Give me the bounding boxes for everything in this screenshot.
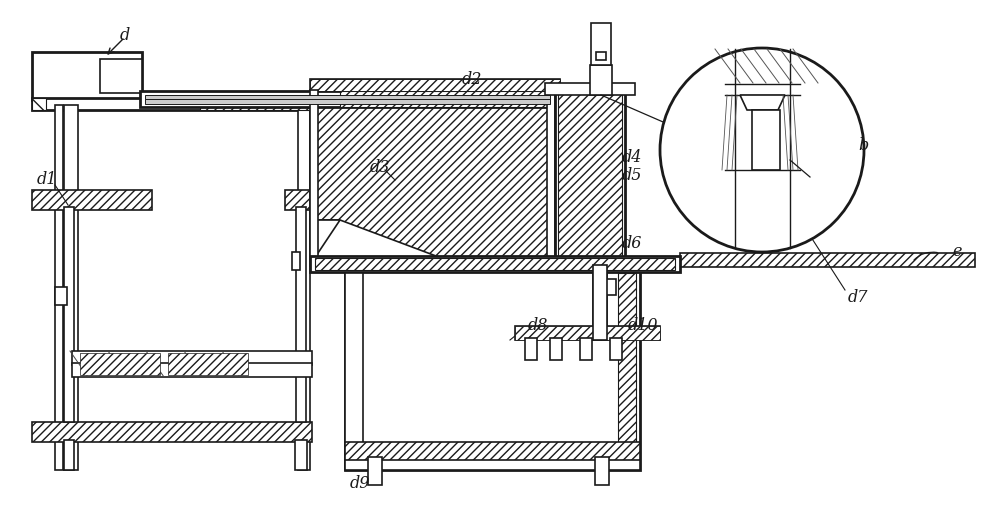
Circle shape bbox=[660, 48, 864, 252]
Bar bbox=[32, 98, 46, 110]
Bar bbox=[32, 422, 312, 442]
Polygon shape bbox=[740, 95, 785, 110]
Polygon shape bbox=[310, 220, 340, 265]
Polygon shape bbox=[310, 90, 555, 265]
Text: d10: d10 bbox=[628, 317, 658, 333]
Bar bbox=[680, 253, 975, 267]
Bar bbox=[55, 287, 67, 305]
Text: d1: d1 bbox=[37, 172, 57, 188]
Bar bbox=[100, 59, 142, 93]
Bar bbox=[145, 97, 305, 101]
Bar bbox=[32, 52, 142, 100]
Bar bbox=[618, 273, 636, 467]
Bar bbox=[515, 326, 660, 340]
Bar bbox=[298, 105, 310, 470]
Bar bbox=[340, 91, 555, 107]
Bar bbox=[64, 440, 74, 470]
Bar bbox=[515, 326, 660, 340]
Text: d2: d2 bbox=[462, 71, 482, 89]
Text: d9: d9 bbox=[350, 475, 370, 491]
Text: d8: d8 bbox=[528, 317, 548, 333]
Bar bbox=[345, 442, 640, 460]
Bar bbox=[310, 79, 560, 91]
Bar bbox=[345, 270, 640, 470]
Text: d7: d7 bbox=[848, 289, 868, 306]
Bar bbox=[596, 52, 606, 60]
Bar bbox=[200, 96, 310, 110]
Bar bbox=[580, 338, 592, 360]
Bar bbox=[296, 207, 306, 422]
Bar bbox=[606, 279, 616, 295]
Text: e: e bbox=[952, 244, 962, 260]
Text: d3: d3 bbox=[370, 159, 390, 175]
Text: d5: d5 bbox=[622, 166, 642, 184]
Bar bbox=[595, 457, 609, 485]
Bar bbox=[145, 95, 550, 99]
Bar bbox=[315, 258, 675, 270]
Bar bbox=[292, 252, 300, 270]
Bar bbox=[525, 338, 537, 360]
Text: d4: d4 bbox=[622, 149, 642, 165]
Bar bbox=[610, 338, 622, 360]
Bar bbox=[310, 256, 680, 272]
Bar bbox=[368, 457, 382, 485]
Text: d6: d6 bbox=[622, 235, 642, 251]
Bar bbox=[140, 91, 555, 107]
Bar bbox=[591, 23, 611, 65]
Bar bbox=[145, 99, 550, 104]
Bar bbox=[555, 90, 625, 265]
Bar bbox=[545, 83, 635, 95]
Bar bbox=[752, 110, 780, 170]
Bar bbox=[547, 90, 555, 265]
Bar bbox=[310, 90, 318, 265]
Bar bbox=[64, 207, 74, 422]
Bar bbox=[345, 273, 363, 467]
Bar bbox=[32, 190, 152, 210]
Bar bbox=[80, 353, 160, 375]
Bar bbox=[593, 265, 607, 340]
Bar bbox=[168, 353, 248, 375]
Bar bbox=[145, 101, 305, 107]
Bar bbox=[550, 338, 562, 360]
Bar bbox=[558, 93, 622, 262]
Bar bbox=[72, 363, 312, 377]
Bar bbox=[55, 105, 63, 470]
Bar bbox=[72, 351, 312, 365]
Bar bbox=[32, 98, 310, 110]
Bar bbox=[590, 65, 612, 95]
Bar bbox=[285, 190, 335, 210]
Bar bbox=[345, 458, 640, 470]
Bar bbox=[295, 440, 307, 470]
Bar bbox=[310, 79, 560, 91]
Text: d: d bbox=[120, 26, 130, 44]
Bar bbox=[64, 105, 78, 470]
Text: b: b bbox=[858, 136, 868, 153]
